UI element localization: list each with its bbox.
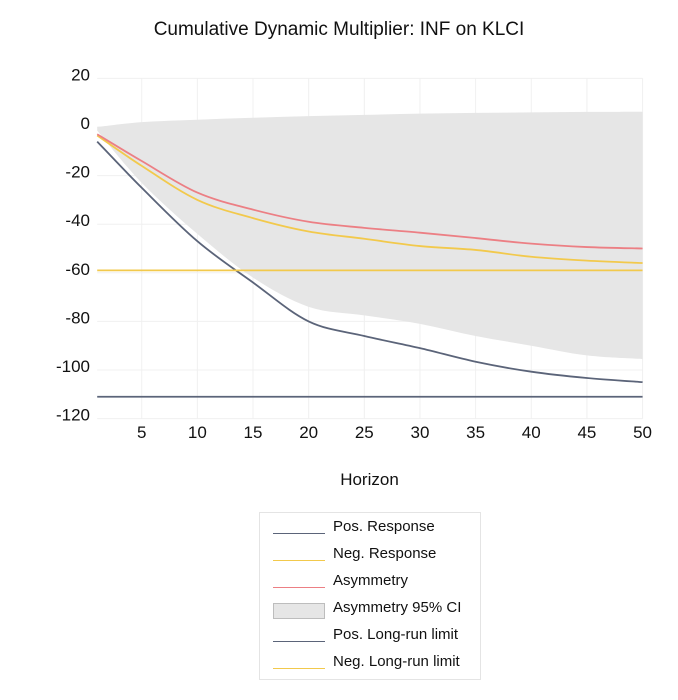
chart-title: Cumulative Dynamic Multiplier: INF on KL… <box>153 19 525 40</box>
x-tick-label: 15 <box>244 423 263 442</box>
x-tick-label: 45 <box>577 423 596 442</box>
legend-item-pos-long-run-limit: Pos. Long-run limit <box>260 625 482 652</box>
x-tick-label: 5 <box>137 423 146 442</box>
legend-item-asymmetry-95-ci: Asymmetry 95% CI <box>260 598 482 625</box>
y-tick-label: 20 <box>71 65 90 84</box>
y-tick-label: -60 <box>65 260 90 279</box>
asymmetry-line <box>96 133 643 250</box>
legend-swatch <box>273 668 325 669</box>
y-tick-label: -100 <box>56 357 90 376</box>
legend-item-pos-response: Pos. Response <box>260 517 482 544</box>
legend-item-neg-long-run-limit: Neg. Long-run limit <box>260 652 482 679</box>
x-tick-label: 50 <box>633 423 652 442</box>
legend-label: Neg. Response <box>333 545 437 562</box>
legend-swatch <box>273 533 325 534</box>
x-tick-label: 25 <box>355 423 374 442</box>
y-tick-label: -20 <box>65 163 90 182</box>
x-tick-label: 35 <box>466 423 485 442</box>
x-tick-label: 20 <box>299 423 318 442</box>
legend: Pos. Response Neg. Response Asymmetry Asymm… <box>259 512 481 680</box>
y-tick-label: -80 <box>65 308 90 327</box>
legend-item-asymmetry: Asymmetry <box>260 571 482 598</box>
legend-swatch <box>273 641 325 642</box>
x-tick-label: 40 <box>522 423 541 442</box>
x-tick-label: 30 <box>411 423 430 442</box>
y-tick-label: -40 <box>65 211 90 230</box>
legend-label: Neg. Long-run limit <box>333 653 460 670</box>
legend-item-neg-response: Neg. Response <box>260 544 482 571</box>
neg-response-line <box>96 134 643 264</box>
asymmetry-ci-band <box>97 111 643 360</box>
legend-label: Pos. Response <box>333 518 435 535</box>
pos-response-line <box>96 140 643 384</box>
legend-label: Asymmetry <box>333 572 408 589</box>
legend-swatch <box>273 603 325 619</box>
x-axis-label: Horizon <box>340 470 399 489</box>
y-tick-label: 0 <box>81 114 90 133</box>
legend-swatch <box>273 587 325 588</box>
legend-label: Pos. Long-run limit <box>333 626 459 643</box>
legend-swatch <box>273 560 325 561</box>
legend-label: Asymmetry 95% CI <box>333 599 462 616</box>
plot-area: 20 0 -20 -40 -60 -80 -100 -120 5 10 15 20 25 30 35 40 45… <box>56 65 652 442</box>
x-tick-label: 10 <box>188 423 207 442</box>
y-tick-label: -120 <box>56 406 90 425</box>
